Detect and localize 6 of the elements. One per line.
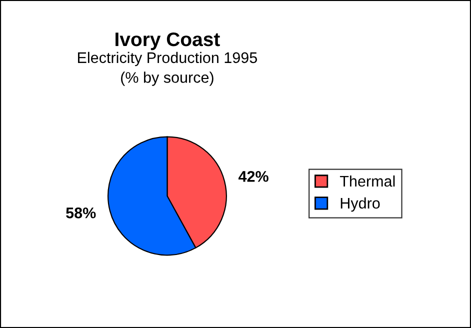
data-label: 42% [238, 171, 268, 182]
legend-label: Hydro [340, 197, 380, 212]
chart-title: Ivory Coast [116, 32, 220, 50]
data-label: 58% [66, 208, 96, 218]
chart-subtitle: Electricity Production 1995 (% by source) [78, 52, 258, 86]
legend-label: Thermal [340, 175, 395, 187]
